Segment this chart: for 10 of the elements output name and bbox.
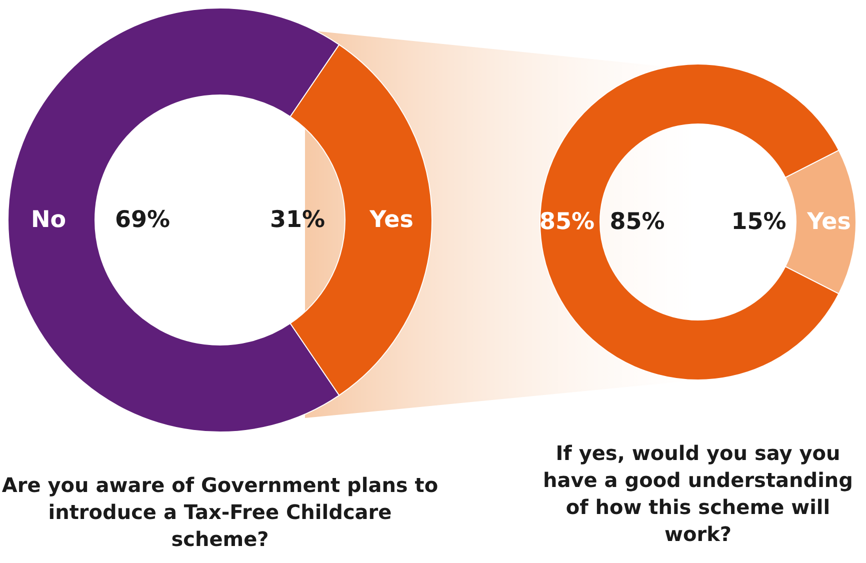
slice-label: 85%: [539, 209, 595, 235]
slice-label: No: [30, 207, 66, 233]
slice-label: Yes: [806, 209, 851, 235]
data-label: 31%: [270, 207, 326, 233]
text: If yes, would you say you have a good understanding of how this scheme will work?: [542, 440, 854, 548]
data-label: 85%: [610, 209, 665, 235]
text: Are you aware of Government plans to introduce a Tax-Free Childcare scheme?: [0, 472, 440, 553]
data-label: 15%: [731, 209, 786, 235]
data-label: 69%: [114, 207, 170, 233]
slice-label: Yes: [368, 207, 414, 233]
